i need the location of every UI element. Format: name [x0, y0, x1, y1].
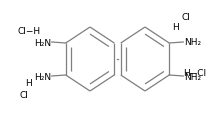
Text: Cl: Cl [20, 90, 29, 99]
Text: NH₂: NH₂ [184, 72, 201, 81]
Text: H−Cl: H−Cl [183, 68, 206, 77]
Text: H₂N: H₂N [34, 72, 51, 81]
Text: H: H [25, 78, 32, 87]
Text: Cl−H: Cl−H [18, 27, 41, 36]
Text: H₂N: H₂N [34, 38, 51, 47]
Text: H: H [172, 22, 179, 31]
Text: Cl: Cl [182, 13, 191, 22]
Text: NH₂: NH₂ [184, 38, 201, 47]
